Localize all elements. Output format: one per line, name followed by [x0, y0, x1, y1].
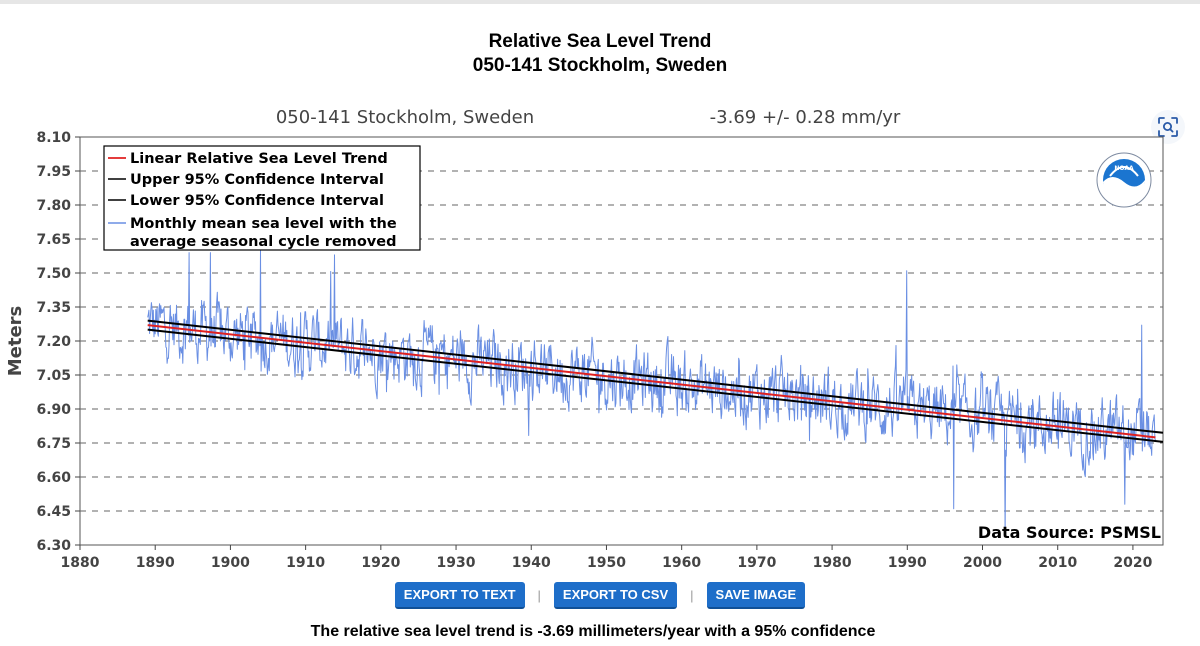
station-label: 050-141 Stockholm, Sweden	[276, 107, 534, 128]
legend-label-monthly-line2: average seasonal cycle removed	[130, 234, 396, 250]
legend-label-lower-ci: Lower 95% Confidence Interval	[130, 193, 384, 209]
x-tick-label: 1970	[737, 555, 776, 571]
x-tick-label: 1890	[136, 555, 175, 571]
y-tick-label: 7.95	[36, 164, 71, 180]
data-source-label: Data Source: PSMSL	[978, 523, 1161, 542]
legend-label-monthly-line1: Monthly mean sea level with the	[130, 216, 397, 232]
button-separator: |	[537, 588, 541, 603]
y-tick-label: 7.65	[36, 232, 71, 248]
x-tick-label: 1900	[211, 555, 250, 571]
upper-confidence-line	[147, 319, 1164, 434]
export-to-csv-button[interactable]: EXPORT TO CSV	[553, 582, 678, 609]
y-axis-label: Meters	[5, 306, 26, 377]
x-tick-label: 1940	[512, 555, 551, 571]
top-divider	[0, 0, 1200, 4]
x-tick-label: 1910	[286, 555, 325, 571]
y-tick-label: 7.20	[36, 334, 71, 350]
save-image-button[interactable]: SAVE IMAGE	[706, 582, 806, 609]
axes: 8.10 7.95 7.80 7.65 7.50 7.35 7.20 7.05 6.90 6.75…	[36, 130, 1152, 571]
button-separator: |	[690, 588, 694, 603]
y-tick-label: 6.30	[36, 538, 71, 554]
x-tick-label: 1980	[813, 555, 852, 571]
x-tick-label: 1880	[61, 555, 100, 571]
y-tick-label: 7.35	[36, 300, 71, 316]
legend-label-trend: Linear Relative Sea Level Trend	[130, 151, 388, 167]
y-tick-label: 6.75	[36, 436, 71, 452]
noaa-logo: NOAA	[1096, 152, 1152, 208]
plot-area	[147, 249, 1164, 537]
lower-confidence-line	[147, 328, 1164, 443]
noaa-logo-text: NOAA	[1114, 165, 1134, 172]
x-tick-label: 2010	[1038, 555, 1077, 571]
chart-title: Relative Sea Level Trend	[488, 31, 712, 52]
trend-summary-text: The relative sea level trend is -3.69 mi…	[310, 623, 876, 640]
x-tick-label: 1930	[437, 555, 476, 571]
chart-subtitle: 050-141 Stockholm, Sweden	[472, 55, 728, 76]
linear-trend-line	[147, 324, 1156, 439]
y-tick-label: 6.45	[36, 504, 71, 520]
x-tick-label: 1960	[662, 555, 701, 571]
y-tick-label: 6.60	[36, 470, 71, 486]
x-tick-label: 1920	[361, 555, 400, 571]
x-tick-label: 1990	[888, 555, 927, 571]
x-tick-label: 2020	[1113, 555, 1152, 571]
y-tick-label: 7.50	[36, 266, 71, 282]
export-toolbar: EXPORT TO TEXT | EXPORT TO CSV | SAVE IM…	[0, 582, 1200, 609]
monthly-mean-series	[147, 249, 1156, 537]
export-to-text-button[interactable]: EXPORT TO TEXT	[394, 582, 525, 609]
y-tick-label: 7.80	[36, 198, 71, 214]
x-tick-label: 1950	[587, 555, 626, 571]
y-tick-label: 6.90	[36, 402, 71, 418]
trend-rate-label: -3.69 +/- 0.28 mm/yr	[710, 107, 901, 128]
legend: Linear Relative Sea Level Trend Upper 95…	[103, 145, 421, 251]
y-tick-label: 7.05	[36, 368, 71, 384]
x-tick-label: 2000	[963, 555, 1002, 571]
legend-label-upper-ci: Upper 95% Confidence Interval	[130, 172, 384, 188]
y-tick-label: 8.10	[36, 130, 71, 146]
sea-level-chart: 050-141 Stockholm, Sweden -3.69 +/- 0.28…	[5, 107, 1164, 571]
